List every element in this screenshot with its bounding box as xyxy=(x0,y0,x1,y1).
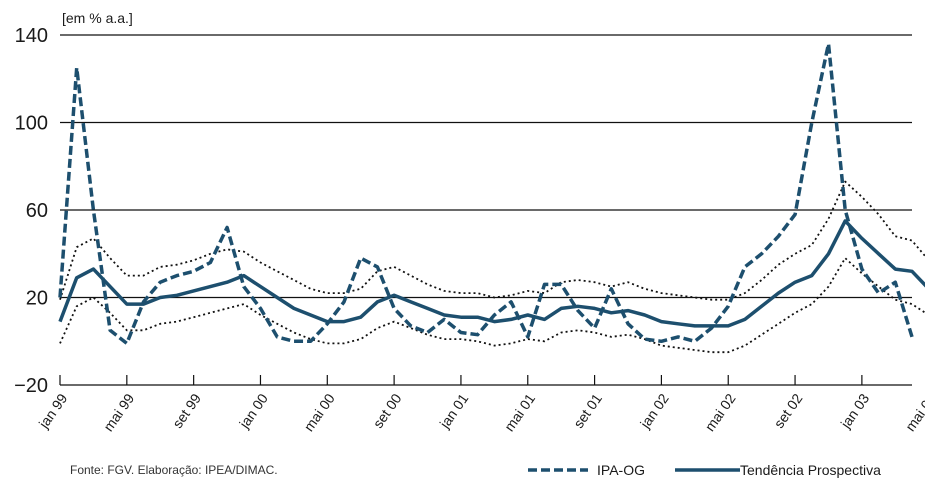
x-tick-label: mai 02 xyxy=(701,390,738,434)
y-axis-ticks: 140 100 60 20 −20 xyxy=(14,25,48,397)
x-tick-label: mai 03 xyxy=(902,390,925,434)
x-tick-label: jan 00 xyxy=(235,390,271,431)
y-tick-label: 60 xyxy=(26,200,48,222)
source-note: Fonte: FGV. Elaboração: IPEA/DIMAC. xyxy=(70,463,278,477)
x-tick-label: set 01 xyxy=(570,390,605,431)
series-line-ipa-og xyxy=(58,42,914,346)
legend-label-tendencia: Tendência Prospectiva xyxy=(740,462,881,478)
y-tick-label: 20 xyxy=(26,288,48,310)
x-tick-label: set 99 xyxy=(169,390,204,431)
x-tick-label: jan 01 xyxy=(436,390,472,431)
series-line-band-2 xyxy=(59,180,925,301)
x-tick-label: mai 01 xyxy=(501,390,538,434)
x-tick-label: set 02 xyxy=(771,390,806,431)
series-lines xyxy=(58,42,925,354)
grid-lines xyxy=(60,34,912,386)
x-tick-label: mai 00 xyxy=(301,390,338,434)
legend-label-ipa-og: IPA-OG xyxy=(597,462,645,478)
legend: IPA-OG Tendência Prospectiva xyxy=(528,462,881,478)
x-tick-label: set 00 xyxy=(370,390,405,431)
y-tick-label: 140 xyxy=(15,25,48,47)
y-tick-label: −20 xyxy=(14,375,48,397)
unit-label: [em % a.a.] xyxy=(62,10,133,26)
series-line-tend-ncia-prospectiva xyxy=(58,219,925,328)
x-tick-label: mai 99 xyxy=(100,390,137,434)
x-tick-label: jan 03 xyxy=(837,390,873,431)
x-axis: jan 99 mai 99 set 99 jan 00 mai 00 set 00 jan … xyxy=(35,375,925,434)
series-line-band-3 xyxy=(59,257,925,354)
x-tick-label: jan 02 xyxy=(636,390,672,431)
y-tick-label: 100 xyxy=(15,113,48,135)
